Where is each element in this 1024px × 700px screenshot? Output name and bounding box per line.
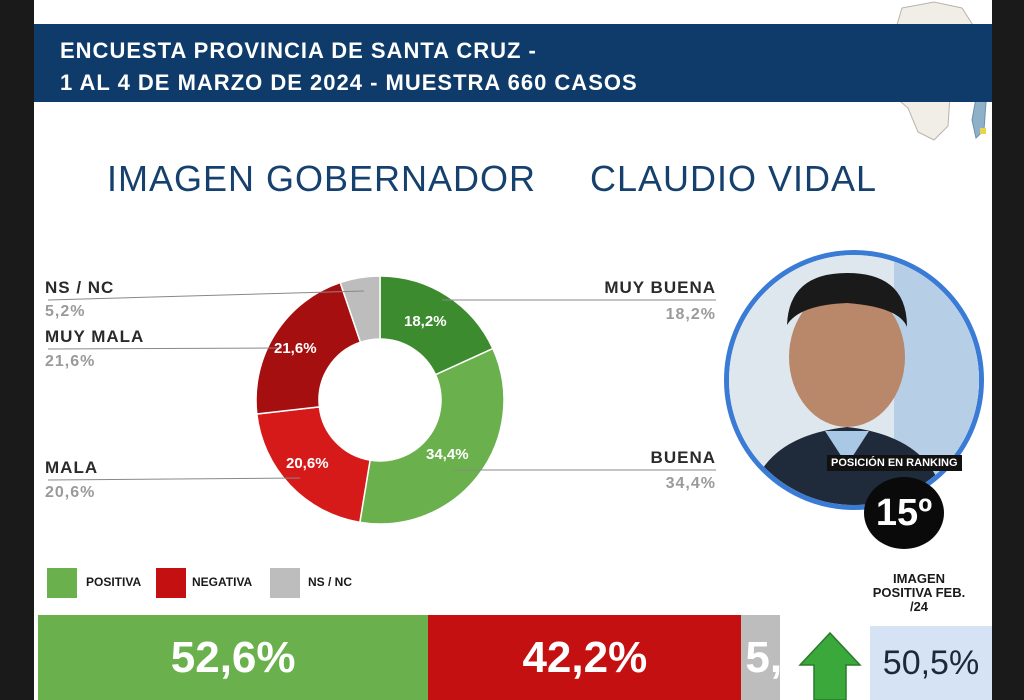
header-banner: ENCUESTA PROVINCIA DE SANTA CRUZ - 1 AL … bbox=[34, 24, 992, 102]
slice-label-muy-buena: 18,2% bbox=[404, 313, 447, 330]
callout-value-muy-mala: 21,6% bbox=[45, 353, 96, 370]
ranking-badge: 15º bbox=[864, 477, 944, 549]
legend-label-negativa: NEGATIVA bbox=[192, 575, 253, 589]
callout-label-buena: BUENA bbox=[650, 448, 716, 467]
leader-line-muy-mala bbox=[47, 347, 283, 350]
total-bar-positiva: 52,6% bbox=[38, 615, 429, 700]
total-bar-negativa: 42,2% bbox=[428, 615, 742, 700]
legend-label-positiva: POSITIVA bbox=[86, 575, 142, 589]
slice-mala bbox=[255, 406, 371, 524]
slice-label-muy-mala: 21,6% bbox=[274, 340, 317, 357]
legend-swatch-ns-nc bbox=[270, 568, 300, 598]
leader-line-mala bbox=[47, 477, 301, 481]
governor-name: CLAUDIO VIDAL bbox=[590, 158, 878, 199]
callout-label-mala: MALA bbox=[45, 458, 99, 477]
callout-value-ns-nc: 5,2% bbox=[45, 303, 86, 320]
governor-photo bbox=[724, 250, 984, 510]
legend-label-ns-nc: NS / NC bbox=[308, 575, 353, 589]
ranking-label: POSICIÓN EN RANKING bbox=[827, 455, 962, 471]
header-line-2: 1 AL 4 DE MARZO DE 2024 - MUESTRA 660 CA… bbox=[60, 70, 638, 95]
callout-label-muy-buena: MUY BUENA bbox=[604, 278, 716, 297]
callout-value-mala: 20,6% bbox=[45, 484, 96, 501]
previous-label: IMAGEN POSITIVA FEB. /24 bbox=[872, 571, 966, 614]
donut-chart bbox=[47, 275, 862, 700]
chart-title: IMAGEN GOBERNADOR bbox=[107, 158, 537, 199]
arrow-up-icon bbox=[798, 631, 862, 700]
previous-value: 50,5% bbox=[870, 626, 992, 700]
slice-muy-buena bbox=[379, 275, 494, 376]
slice-muy-mala bbox=[255, 281, 362, 415]
legend-swatch-negativa bbox=[156, 568, 186, 598]
total-bar-ns-nc: 5,2% bbox=[741, 615, 780, 700]
survey-card: ENCUESTA PROVINCIA DE SANTA CRUZ - 1 AL … bbox=[34, 0, 992, 700]
slice-label-mala: 20,6% bbox=[286, 455, 329, 472]
callout-label-muy-mala: MUY MALA bbox=[45, 327, 145, 346]
slice-buena bbox=[358, 347, 505, 525]
slice-label-buena: 34,4% bbox=[426, 446, 469, 463]
slice-ns-nc bbox=[339, 275, 381, 344]
legend-swatch-positiva bbox=[47, 568, 77, 598]
callout-label-ns-nc: NS / NC bbox=[45, 278, 115, 297]
callout-value-muy-buena: 18,2% bbox=[665, 306, 716, 323]
header-line-1: ENCUESTA PROVINCIA DE SANTA CRUZ - bbox=[60, 38, 537, 63]
leader-line-ns-nc bbox=[47, 290, 365, 301]
callout-value-buena: 34,4% bbox=[665, 475, 716, 492]
